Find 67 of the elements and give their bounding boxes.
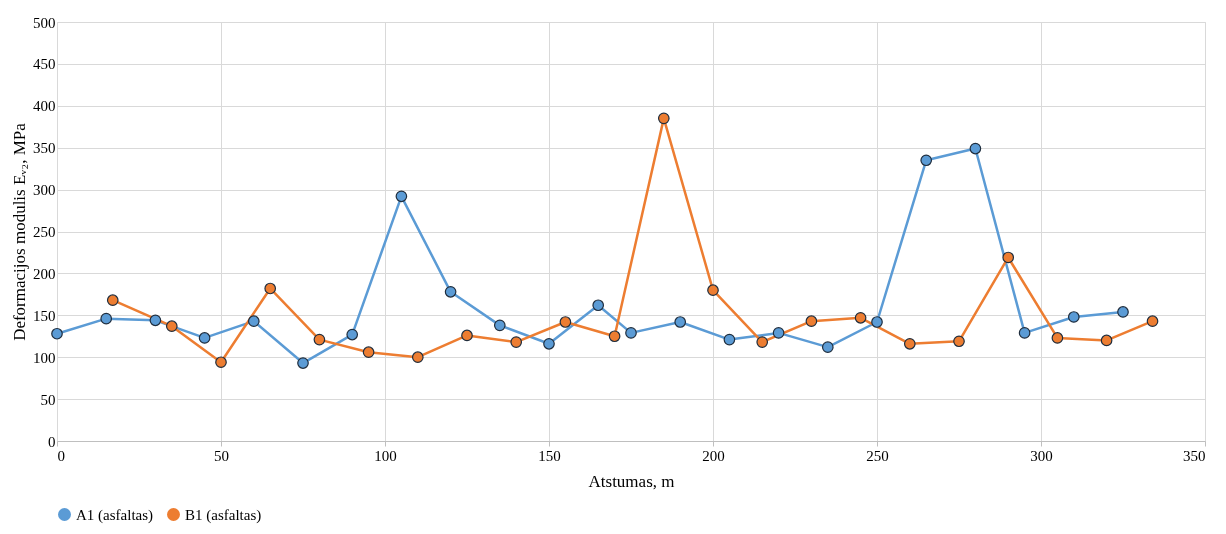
point [100,312,113,325]
point [625,327,637,339]
point [297,357,309,369]
x-tick-label: 200 [702,447,725,464]
point [871,316,883,328]
y-axis-title: Deformacijos modulis Eᵥ₂, MPa [10,122,29,341]
x-tick-label: 50 [214,447,229,464]
point [543,337,555,350]
point [723,333,736,346]
point [805,315,818,327]
point [920,154,933,167]
point [313,333,326,346]
point [198,332,211,344]
y-tick-label: 450 [33,56,56,73]
point [1117,306,1129,318]
x-tick-label: 300 [1030,447,1053,464]
point [510,336,523,348]
y-tick-label: 500 [33,14,56,31]
point [756,336,769,348]
point [247,315,260,327]
point [657,112,670,125]
point [969,142,982,155]
y-tick-label: 300 [33,182,56,199]
point [821,341,834,353]
point [1100,334,1113,347]
point [1018,327,1031,339]
y-tick-label: 100 [33,349,56,366]
point [608,330,621,343]
point [1146,315,1159,327]
point [854,311,867,324]
y-tick-label: 400 [33,98,56,115]
point [1067,311,1080,323]
point [559,316,572,328]
point [149,314,162,327]
point [772,327,785,339]
point [493,319,506,332]
point [264,282,277,295]
point [1051,332,1064,344]
point [346,328,359,341]
y-tick-label: 200 [33,265,56,282]
point [106,294,119,307]
point [707,284,719,296]
point [953,335,965,348]
legend-label: A1 (asfaltas) [76,506,154,524]
point [395,190,408,203]
y-tick-label: 0 [48,433,56,450]
point [674,316,687,328]
x-axis-title: Atstumas, m [588,471,675,491]
x-tick-label: 150 [538,447,561,464]
y-tick-label: 350 [33,140,56,157]
x-tick-label: 250 [866,447,889,464]
point [1002,251,1015,264]
point [592,299,605,312]
point [215,356,227,369]
point [362,346,375,359]
point [165,320,178,333]
x-tick-label: 100 [374,447,397,464]
y-tick-label: 250 [33,224,56,240]
legend-label: B1 (asfaltas) [185,506,262,524]
y-tick-label: 150 [33,307,56,324]
point [461,329,473,342]
point [444,286,457,298]
x-tick-label: 350 [1183,447,1206,464]
y-tick-label: 50 [40,391,56,408]
point [411,351,424,364]
point [903,337,916,350]
point [51,327,63,340]
